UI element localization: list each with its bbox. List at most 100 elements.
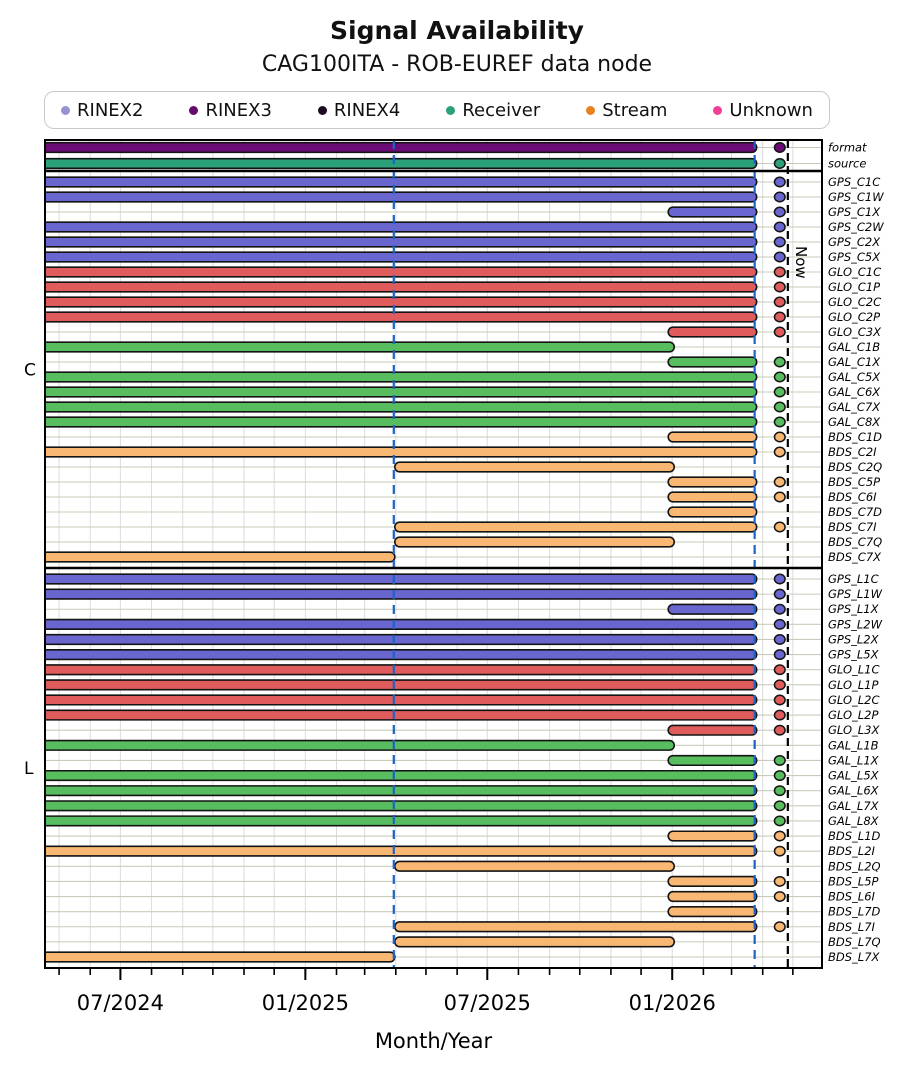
now-dot-GAL_C7X <box>773 401 786 413</box>
row-label-GLO_L2C: GLO_L2C <box>828 693 880 707</box>
now-dot-GLO_C2P <box>773 311 786 323</box>
dots-layer <box>773 142 786 933</box>
bar-GPS_C2W <box>45 221 758 233</box>
page-subtitle: CAG100ITA - ROB-EUREF data node <box>261 52 653 77</box>
row-label-GAL_L5X: GAL_L5X <box>828 769 880 783</box>
legend-label: Stream <box>602 99 668 121</box>
now-dot-GPS_C1X <box>773 206 786 218</box>
bar-GAL_L8X <box>45 815 758 827</box>
bar-GPS_C1W <box>45 191 758 203</box>
legend-swatch-icon <box>713 105 723 115</box>
bar-format <box>45 141 758 154</box>
legend-item-RINEX3: RINEX3 <box>189 100 272 121</box>
bar-BDS_L7D <box>667 906 758 918</box>
page-title: Signal Availability <box>330 16 584 45</box>
bar-GPS_L1C <box>45 573 758 585</box>
now-dot-BDS_C6I <box>773 491 786 503</box>
bar-BDS_C7Q <box>394 536 676 548</box>
row-label-GPS_C2W: GPS_C2W <box>828 220 884 234</box>
now-dot-GAL_L7X <box>773 800 786 812</box>
now-dot-GPS_C1C <box>773 176 786 188</box>
now-dot-GLO_L1C <box>773 664 786 676</box>
row-label-BDS_C2I: BDS_C2I <box>828 445 877 459</box>
x-axis-label: Month/Year <box>375 1029 493 1053</box>
now-dot-BDS_L2I <box>773 845 786 857</box>
row-label-BDS_L6I: BDS_L6I <box>828 890 876 904</box>
now-dot-GLO_L3X <box>773 724 786 736</box>
row-label-GLO_C1C: GLO_C1C <box>828 265 881 279</box>
bar-GAL_C6X <box>45 386 758 398</box>
row-label-BDS_L7I: BDS_L7I <box>828 920 876 934</box>
now-dot-GPS_L2X <box>773 634 786 645</box>
bar-GLO_L2P <box>45 709 758 721</box>
bar-GAL_C1X <box>667 356 758 368</box>
bar-GLO_L3X <box>667 724 758 736</box>
bar-BDS_L5P <box>667 875 758 887</box>
row-label-BDS_L2I: BDS_L2I <box>828 844 876 858</box>
now-dot-GAL_C1X <box>773 356 786 368</box>
row-label-GPS_C1C: GPS_C1C <box>828 175 880 189</box>
row-label-BDS_C6I: BDS_C6I <box>828 490 877 504</box>
bar-GPS_L2X <box>45 633 758 646</box>
row-label-BDS_C2Q: BDS_C2Q <box>828 460 882 474</box>
now-line-label: Now <box>792 246 810 279</box>
bar-BDS_L7Q <box>394 936 676 948</box>
now-dot-GPS_L1X <box>773 603 786 615</box>
bar-GLO_C2C <box>45 296 758 308</box>
row-label-GAL_C1B: GAL_C1B <box>828 340 880 354</box>
row-label-GPS_C2X: GPS_C2X <box>828 235 881 249</box>
now-dot-GLO_C3X <box>773 326 786 338</box>
row-label-GPS_C1W: GPS_C1W <box>828 190 884 204</box>
legend-label: Receiver <box>462 99 541 121</box>
now-dot-GAL_L8X <box>773 815 786 827</box>
now-dot-BDS_C5P <box>773 476 786 488</box>
now-dot-GAL_L6X <box>773 785 786 797</box>
row-label-GLO_C2C: GLO_C2C <box>828 295 881 309</box>
now-dot-BDS_C2I <box>773 446 786 458</box>
legend-item-RINEX2: RINEX2 <box>61 100 143 121</box>
bar-BDS_L6I <box>667 890 758 903</box>
legend: RINEX2 RINEX3 RINEX4 Receiver Stream Unknown <box>44 91 830 129</box>
bar-BDS_C1D <box>667 431 758 443</box>
row-label-GAL_L1X: GAL_L1X <box>828 753 880 767</box>
bar-GLO_C2P <box>45 311 758 323</box>
row-label-GPS_C1X: GPS_C1X <box>828 205 881 219</box>
row-label-GLO_L1P: GLO_L1P <box>828 678 878 692</box>
bar-GLO_L2C <box>45 694 758 706</box>
row-label-GPS_L1X: GPS_L1X <box>828 602 880 616</box>
x-tick-label-01/2025: 01/2025 <box>262 991 349 1015</box>
legend-swatch-icon <box>586 105 596 115</box>
now-dot-source <box>773 158 786 169</box>
legend-label: RINEX2 <box>77 99 144 121</box>
row-label-GAL_L1B: GAL_L1B <box>828 738 879 752</box>
row-label-BDS_C7I: BDS_C7I <box>828 520 877 534</box>
bar-GPS_C1X <box>667 206 758 218</box>
now-dot-GPS_C5X <box>773 251 786 263</box>
row-label-GPS_L1W: GPS_L1W <box>828 587 883 601</box>
row-label-BDS_L2Q: BDS_L2Q <box>828 859 881 873</box>
bar-BDS_C2Q <box>394 461 676 473</box>
bar-GAL_L1B <box>45 739 676 751</box>
bar-BDS_L7I <box>394 921 758 933</box>
row-label-GLO_C1P: GLO_C1P <box>828 280 880 294</box>
now-dot-GAL_L1X <box>773 754 786 766</box>
now-dot-GAL_L5X <box>773 770 786 782</box>
bar-GPS_C1C <box>45 176 758 188</box>
now-dot-GLO_C1P <box>773 281 786 293</box>
now-dot-BDS_C1D <box>773 431 786 443</box>
now-dot-BDS_L1D <box>773 830 786 842</box>
bar-source <box>45 157 758 170</box>
bar-GLO_C1C <box>45 266 758 278</box>
now-dot-GPS_L2W <box>773 618 786 630</box>
bar-GAL_C7X <box>45 401 758 413</box>
row-label-BDS_C5P: BDS_C5P <box>828 475 880 489</box>
row-label-GAL_L6X: GAL_L6X <box>828 784 880 798</box>
bar-BDS_C6I <box>667 491 758 503</box>
now-dot-GAL_C6X <box>773 386 786 398</box>
bar-BDS_L1D <box>667 830 758 842</box>
row-label-GAL_C8X: GAL_C8X <box>828 415 881 429</box>
legend-swatch-icon <box>317 105 327 115</box>
bar-GPS_C2X <box>45 236 758 248</box>
row-label-GPS_C5X: GPS_C5X <box>828 250 881 264</box>
bar-BDS_L2Q <box>394 860 676 872</box>
